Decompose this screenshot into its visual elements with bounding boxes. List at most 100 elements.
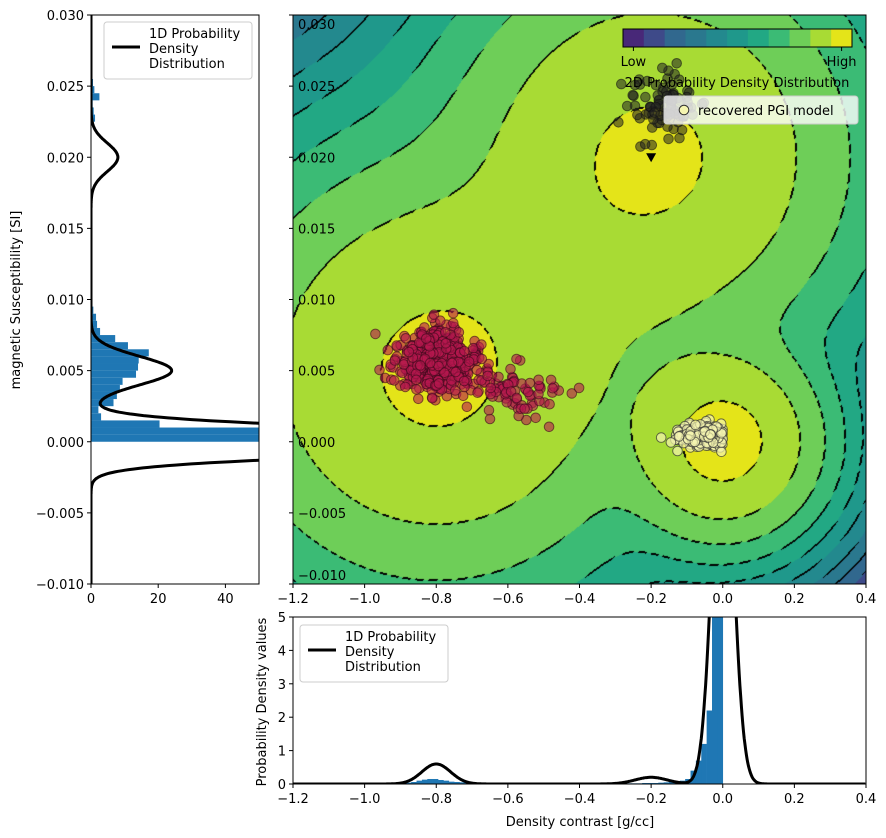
colorbar-swatch — [643, 29, 666, 47]
left-ytick-label: 0.000 — [47, 436, 84, 451]
scatter-point-cluster-3 — [655, 432, 667, 443]
left-ytick-label: −0.010 — [36, 578, 84, 593]
scatter-point-cluster-1 — [472, 387, 483, 399]
bottom-hist-bar — [712, 617, 718, 784]
bottom-legend-label: Distribution — [345, 660, 421, 675]
scatter-point-cluster-0 — [421, 333, 432, 344]
scatter-point-cluster-1 — [458, 375, 470, 387]
left-xtick-label: 40 — [217, 592, 234, 607]
scatter-point-cluster-2 — [649, 107, 660, 118]
main-ytick-label: −0.005 — [298, 507, 346, 522]
bottom-hist-bar — [695, 760, 702, 784]
scatter-point-cluster-1 — [573, 382, 585, 394]
scatter-point-cluster-1 — [547, 382, 558, 394]
bottom-xtick-label: −0.6 — [492, 792, 524, 807]
bottom-xlabel: Density contrast [g/cc] — [506, 815, 654, 830]
scatter-point-cluster-0 — [459, 345, 470, 357]
scatter-point-cluster-1 — [482, 370, 494, 382]
bottom-ytick-label: 0 — [278, 778, 286, 793]
scatter-point-cluster-1 — [505, 363, 516, 375]
bottom-hist-bar — [669, 781, 675, 784]
scatter-point-cluster-1 — [433, 378, 445, 389]
scatter-point-cluster-0 — [435, 315, 446, 327]
bottom-legend-label: 1D Probability — [345, 630, 436, 645]
left-hist-bar — [91, 420, 160, 428]
left-hist-bar — [91, 399, 114, 407]
scatter-point-cluster-1 — [543, 421, 555, 433]
bottom-hist-bar — [416, 780, 423, 784]
main-xtick-label: −1.0 — [349, 592, 381, 607]
left-hist-bar — [91, 370, 137, 378]
colorbar-swatch — [685, 29, 707, 47]
scatter-point-cluster-1 — [522, 386, 534, 398]
main-ytick-label: −0.010 — [298, 569, 346, 584]
colorbar-swatch — [768, 29, 791, 47]
scatter-point-cluster-1 — [450, 385, 461, 396]
left-legend-label: Density — [149, 42, 199, 57]
left-legend-label: 1D Probability — [149, 27, 240, 42]
scatter-point-cluster-2 — [629, 79, 641, 91]
scatter-point-cluster-1 — [519, 403, 530, 415]
scatter-point-cluster-0 — [448, 317, 459, 329]
left-hist-bar — [91, 349, 149, 357]
scatter-point-cluster-1 — [533, 374, 544, 386]
left-hist-bar — [91, 313, 97, 321]
scatter-point-cluster-2 — [639, 138, 651, 150]
left-ytick-label: 0.025 — [47, 80, 84, 95]
scatter-point-cluster-0 — [389, 375, 400, 386]
bottom-hist-bar — [701, 743, 707, 784]
scatter-point-cluster-3 — [685, 430, 696, 441]
left-hist-bar — [91, 377, 123, 385]
scatter-point-cluster-1 — [511, 353, 522, 365]
scatter-point-cluster-2 — [627, 89, 639, 101]
scatter-point-cluster-0 — [370, 328, 381, 340]
scatter-point-cluster-1 — [524, 377, 536, 389]
bottom-legend-box — [299, 624, 449, 683]
main-ytick-label: 0.025 — [298, 80, 335, 95]
scatter-point-cluster-0 — [450, 366, 462, 378]
colorbar-swatch — [727, 29, 749, 47]
left-hist-bar — [91, 356, 139, 364]
left-hist-bar — [91, 86, 95, 94]
bottom-hist-bar — [438, 779, 444, 784]
main-xtick-label: 0.0 — [712, 592, 733, 607]
scatter-point-cluster-0 — [391, 340, 402, 351]
left-hist-bar — [91, 327, 101, 336]
left-xtick-label: 20 — [150, 592, 167, 607]
left-legend-box — [103, 21, 253, 80]
left-ytick-label: 0.030 — [47, 9, 84, 24]
bottom-hist-bar — [443, 780, 450, 784]
bottom-xtick-label: 0.2 — [784, 792, 805, 807]
scatter-point-cluster-1 — [484, 413, 496, 425]
left-xtick-label: 0 — [87, 592, 95, 607]
bottom-hist-bar — [459, 782, 466, 784]
scatter-point-cluster-0 — [374, 364, 385, 376]
main-ytick-label: 0.015 — [298, 222, 335, 237]
main-legend-box — [663, 95, 859, 125]
scatter-point-cluster-0 — [400, 381, 411, 393]
left-ytick-label: 0.010 — [47, 294, 84, 309]
bottom-xtick-label: −1.2 — [277, 792, 309, 807]
scatter-point-cluster-0 — [411, 384, 422, 395]
left-hist-bar — [91, 93, 100, 101]
colorbar-swatch — [789, 29, 811, 47]
scatter-point-cluster-0 — [415, 360, 426, 371]
main-ytick-label: 0.020 — [298, 151, 335, 166]
left-hist-bar — [91, 406, 99, 414]
main-ytick-label: 0.000 — [298, 436, 335, 451]
left-hist-bar — [91, 363, 139, 371]
bottom-xtick-label: 0.0 — [712, 792, 733, 807]
colorbar-swatch — [664, 29, 686, 47]
bottom-hist-bar — [454, 781, 460, 784]
scatter-point-cluster-3 — [690, 419, 701, 431]
bottom-hist-bar — [642, 782, 648, 784]
bottom-hist-bar — [448, 781, 455, 784]
bottom-hist-bar — [411, 781, 417, 784]
main-ytick-label: 0.010 — [298, 294, 335, 309]
scatter-point-cluster-1 — [544, 398, 555, 410]
colorbar-title: 2D Probability Density Distribution — [625, 76, 850, 91]
scatter-point-cluster-0 — [382, 344, 394, 356]
scatter-point-cluster-0 — [413, 393, 424, 405]
